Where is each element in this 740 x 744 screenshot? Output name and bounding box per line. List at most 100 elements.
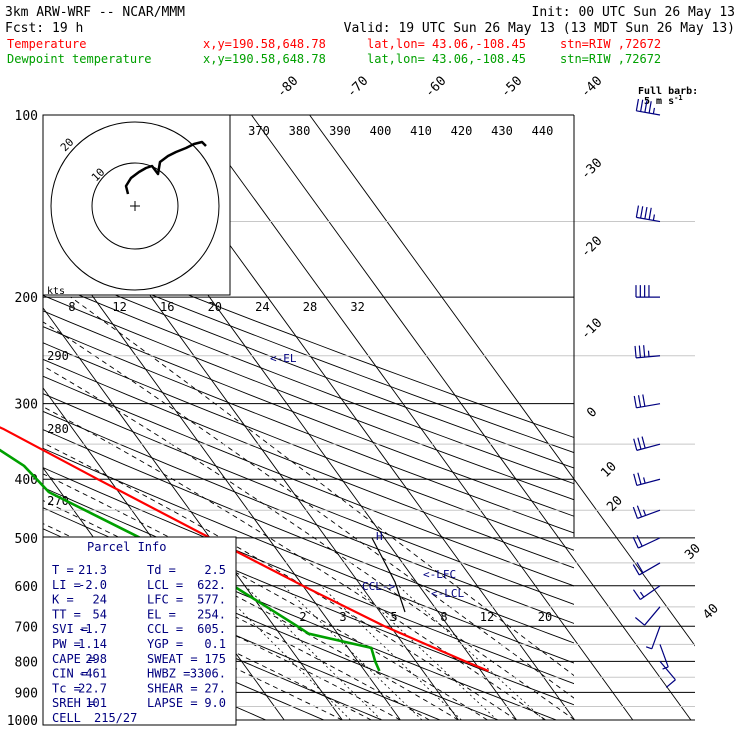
isotherm-label: 30: [682, 541, 704, 563]
theta-label: 410: [410, 124, 432, 138]
wind-barb-staff: [637, 509, 661, 519]
parcel-value: -1.7: [78, 622, 107, 636]
wind-barb-flag: [652, 214, 656, 221]
theta-label: 370: [248, 124, 270, 138]
theta-label: 400: [370, 124, 392, 138]
wind-barb: [634, 345, 661, 359]
parcel-value: -2.0: [78, 578, 107, 592]
parcel-value: 22.7: [78, 681, 107, 695]
isotherm-label: 20: [604, 493, 626, 515]
hodo-axis-label: 8: [68, 300, 75, 314]
wind-barb: [633, 472, 661, 487]
wind-barb-flag: [644, 206, 648, 219]
mixing-ratio-label: 2: [299, 610, 306, 624]
barb-legend-exponent: -1: [674, 94, 682, 102]
parcel-info-box: [42, 536, 237, 726]
mixing-ratio-label: 12: [480, 610, 494, 624]
parcel-value: 0.1: [204, 637, 226, 651]
header-temperature-latlon: lat,lon= 43.06,-108.45: [367, 37, 526, 51]
pressure-label-500: 500: [15, 532, 38, 547]
wind-barb-flag: [633, 395, 637, 408]
theta-label: 380: [289, 124, 311, 138]
moist-adiabat-line: [43, 406, 546, 721]
hodograph: 20 10 kts: [42, 114, 231, 297]
parcel-value: 2.5: [204, 563, 226, 577]
header-temperature-name: Temperature: [7, 37, 86, 51]
wind-barb-flag: [644, 100, 648, 113]
parcel-value: 101: [85, 696, 107, 710]
parcel-value: 577.: [197, 593, 226, 607]
isotherm-label: -50: [498, 74, 525, 101]
isotherm-line: [43, 227, 401, 721]
parcel-key: LCL =: [147, 578, 183, 592]
parcel-key: SWEAT =: [147, 652, 198, 666]
pressure-label-1000: 1000: [7, 714, 38, 729]
isotherm-label: -30: [578, 156, 605, 183]
wind-barb-flag: [632, 506, 639, 519]
wind-barb-flag: [632, 536, 639, 549]
header-dewpoint-name: Dewpoint temperature: [7, 52, 152, 66]
wind-barb-flag: [634, 345, 637, 358]
parcel-key: EL =: [147, 607, 176, 621]
wind-barb: [645, 626, 661, 650]
header-temperature-xy: x,y=190.58,648.78: [203, 37, 326, 51]
mixing-ratio-line: [398, 585, 545, 721]
header-dewpoint-stn: stn=RIW ,72672: [560, 52, 661, 66]
mixing-ratio-label: 5: [390, 610, 397, 624]
isotherm-label: -10: [578, 316, 605, 343]
wind-barb-staff: [636, 403, 661, 409]
theta-label: 420: [451, 124, 473, 138]
parcel-value: 9.0: [204, 696, 226, 710]
parcel-trace: [371, 537, 406, 613]
parcel-value: 1.14: [78, 637, 107, 651]
wind-barb: [635, 285, 660, 298]
wind-barb-flag: [636, 535, 643, 547]
wind-barb-flag: [640, 99, 644, 112]
mixing-ratio-line: [215, 585, 351, 721]
theta-label: 440: [532, 124, 554, 138]
mixing-ratio-line: [244, 585, 382, 721]
mixing-ratio-label: 3: [339, 610, 346, 624]
parcel-value: -461: [78, 667, 107, 681]
wind-barb-staff: [639, 585, 661, 601]
parcel-key: SREH =: [52, 696, 95, 710]
pressure-label-300: 300: [15, 398, 38, 413]
ccl-marker: CCL->: [362, 580, 395, 593]
moist-adiabat-line: [43, 499, 459, 721]
wind-barb-flag: [648, 101, 652, 114]
wind-barb: [659, 644, 669, 670]
parcel-key: LAPSE =: [147, 696, 198, 710]
isotherm-label: 10: [598, 459, 620, 481]
hodo-axis-label: 24: [255, 300, 269, 314]
parcel-key: PW =: [52, 637, 81, 651]
isotherm-label: -70: [344, 74, 371, 101]
wind-barb: [633, 394, 661, 409]
wind-barb-flag: [640, 206, 644, 219]
pressure-label-200: 200: [15, 291, 38, 306]
wind-barb-staff: [638, 562, 661, 576]
wind-barbs: [632, 98, 676, 688]
wind-barb-flag: [637, 472, 642, 485]
theta-label: 270: [47, 494, 69, 508]
wind-barb-flag: [641, 436, 646, 449]
hodograph-trace: [124, 140, 207, 195]
wind-barb-flag: [665, 679, 676, 688]
parcel-key: T =: [52, 563, 74, 577]
mixing-ratio-label: 8: [440, 610, 447, 624]
parcel-info-rows: T = 21.3 Td = 2.5 LI =-2.0 LCL = 622. K = 24 LFC …: [52, 563, 226, 725]
isotherm-label: -60: [422, 74, 449, 101]
wind-barb-flag: [642, 394, 646, 407]
parcel-key: CAPE =: [52, 652, 95, 666]
header-fcst-label: Fcst:: [5, 21, 44, 36]
theta-label: 430: [491, 124, 513, 138]
parcel-info-title: Parcel Info: [87, 540, 166, 554]
isotherm-label: -40: [578, 74, 605, 101]
wind-barb-flag: [632, 589, 641, 600]
header-dewpoint-xy: x,y=190.58,648.78: [203, 52, 326, 66]
wind-barb: [635, 205, 661, 223]
wind-barb-flag: [635, 98, 640, 111]
pressure-label-100: 100: [15, 109, 38, 124]
hodograph-ring-outer: [50, 121, 220, 291]
